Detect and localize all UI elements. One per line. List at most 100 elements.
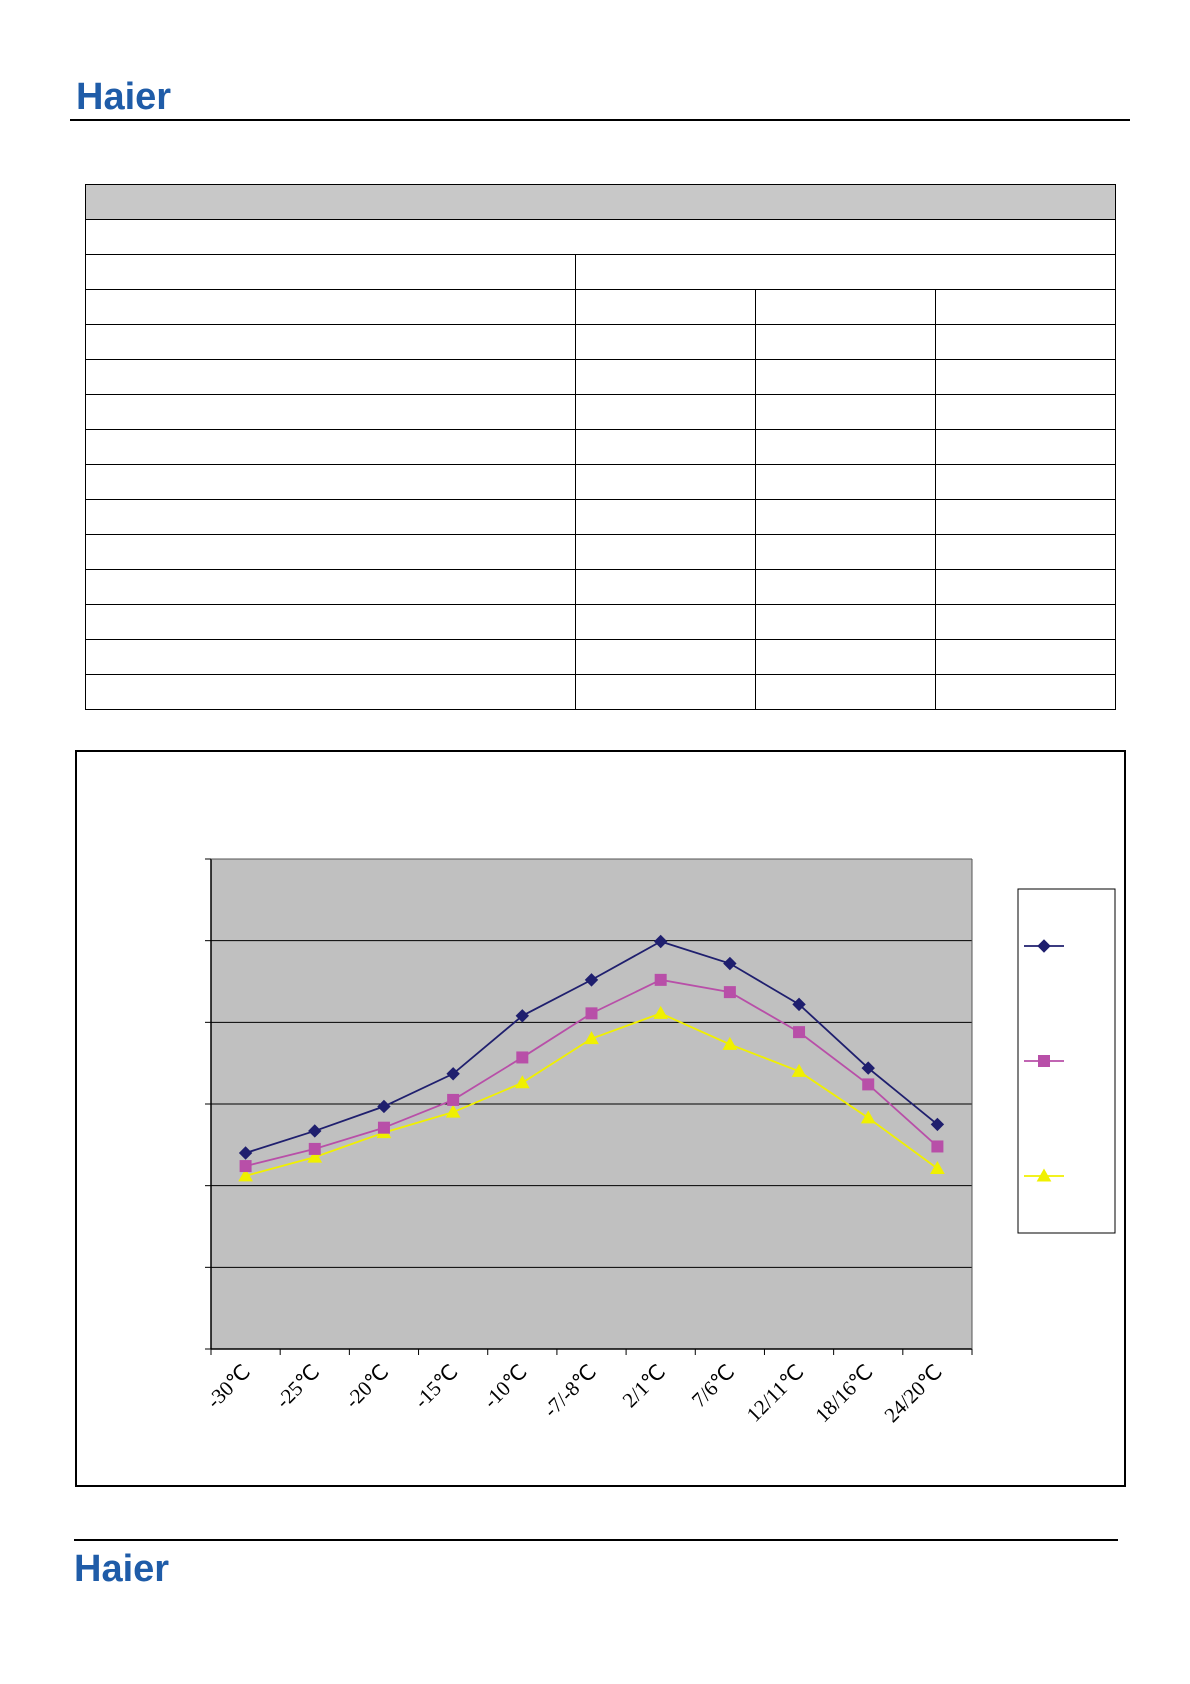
table-cell — [575, 464, 756, 500]
footer-rule — [74, 1539, 1118, 1541]
table-cell — [935, 639, 1116, 675]
data-point — [653, 934, 668, 949]
table-cell — [575, 359, 756, 395]
table-cell — [755, 429, 936, 465]
data-point — [445, 1104, 461, 1118]
table-cell — [575, 499, 756, 535]
table-cell — [755, 289, 936, 325]
data-point — [307, 1149, 323, 1163]
table-cell — [575, 429, 756, 465]
table-cell — [935, 394, 1116, 430]
table-row — [85, 289, 1116, 325]
table-cell — [85, 324, 576, 360]
x-tick-label: 7/6℃ — [687, 1360, 740, 1413]
data-point — [792, 997, 806, 1012]
data-point — [791, 1063, 807, 1077]
x-tick-label: 24/20℃ — [879, 1360, 946, 1427]
data-point — [377, 1121, 390, 1134]
table-cell — [755, 639, 936, 675]
table-cell — [575, 604, 756, 640]
legend-marker — [1037, 939, 1051, 953]
data-point — [722, 1036, 738, 1050]
table-cell — [755, 534, 936, 570]
data-point — [860, 1110, 876, 1124]
table-cell — [575, 324, 756, 360]
data-point — [654, 973, 667, 986]
x-tick-label: 18/16℃ — [810, 1360, 877, 1427]
table-row — [85, 219, 1116, 255]
table-cell — [755, 569, 936, 605]
chart-frame: -30℃ -25℃ -20℃ -15℃ -10℃ -7/-8℃ 2/1℃ 7/6℃ 12/11℃… — [75, 750, 1126, 1487]
table-cell — [755, 499, 936, 535]
table-row — [85, 499, 1116, 535]
table-row — [85, 674, 1116, 710]
table-cell — [935, 324, 1116, 360]
data-point — [308, 1142, 321, 1155]
table-cell — [85, 569, 576, 605]
data-point — [446, 1067, 460, 1081]
x-tick-label: 2/1℃ — [618, 1360, 671, 1413]
table-cell — [85, 674, 576, 710]
table-cell — [755, 324, 936, 360]
table-cell — [755, 464, 936, 500]
table-cell — [575, 639, 756, 675]
table-cell — [85, 184, 1116, 220]
table-row — [85, 394, 1116, 430]
table-cell — [85, 289, 576, 325]
table-row — [85, 324, 1116, 360]
table-row — [85, 464, 1116, 500]
legend-marker — [1036, 1168, 1052, 1182]
table-cell — [935, 534, 1116, 570]
data-point — [447, 1093, 460, 1106]
table-cell — [575, 289, 756, 325]
table-cell — [85, 429, 576, 465]
table-cell — [935, 499, 1116, 535]
table-cell — [85, 464, 576, 500]
x-tick-label: 12/11℃ — [742, 1360, 809, 1427]
table-row — [85, 639, 1116, 675]
table-cell — [575, 674, 756, 710]
table-row — [85, 569, 1116, 605]
legend-marker — [1038, 1055, 1050, 1067]
table-cell — [755, 394, 936, 430]
data-point — [930, 1161, 945, 1175]
x-tick-label: -30℃ — [202, 1360, 255, 1413]
data-point — [723, 956, 737, 971]
data-point — [793, 1026, 806, 1039]
line-chart: -30℃ -25℃ -20℃ -15℃ -10℃ -7/-8℃ 2/1℃ 7/6℃ 12/11℃… — [202, 858, 1116, 1427]
x-tick-label: -15℃ — [409, 1360, 462, 1413]
header-rule — [70, 119, 1130, 121]
spec-table — [85, 184, 1116, 710]
table-cell — [575, 569, 756, 605]
table-cell — [575, 254, 1116, 290]
table-row — [85, 604, 1116, 640]
data-point — [515, 1009, 530, 1023]
table-cell — [85, 499, 576, 535]
haier-logo: Haier — [76, 76, 172, 118]
data-point — [238, 1146, 253, 1160]
data-point — [653, 1005, 669, 1019]
data-point — [584, 1031, 599, 1045]
table-cell — [85, 219, 1116, 255]
data-point — [585, 1007, 598, 1020]
x-tick-label: -7/-8℃ — [539, 1360, 602, 1423]
table-cell — [935, 429, 1116, 465]
table-cell — [85, 394, 576, 430]
table-cell — [85, 254, 576, 290]
data-point — [861, 1061, 875, 1075]
table-row — [85, 359, 1116, 395]
table-row — [85, 534, 1116, 570]
table-cell — [935, 464, 1116, 500]
table-row — [85, 429, 1116, 465]
table-row — [85, 254, 1116, 290]
table-cell — [935, 569, 1116, 605]
table-cell — [935, 604, 1116, 640]
table-cell — [575, 534, 756, 570]
data-point — [931, 1140, 944, 1153]
x-tick-label: -25℃ — [271, 1360, 324, 1413]
table-cell — [85, 639, 576, 675]
x-tick-label: -20℃ — [340, 1360, 393, 1413]
table-cell — [935, 289, 1116, 325]
data-point — [377, 1099, 391, 1114]
data-point — [862, 1078, 875, 1091]
